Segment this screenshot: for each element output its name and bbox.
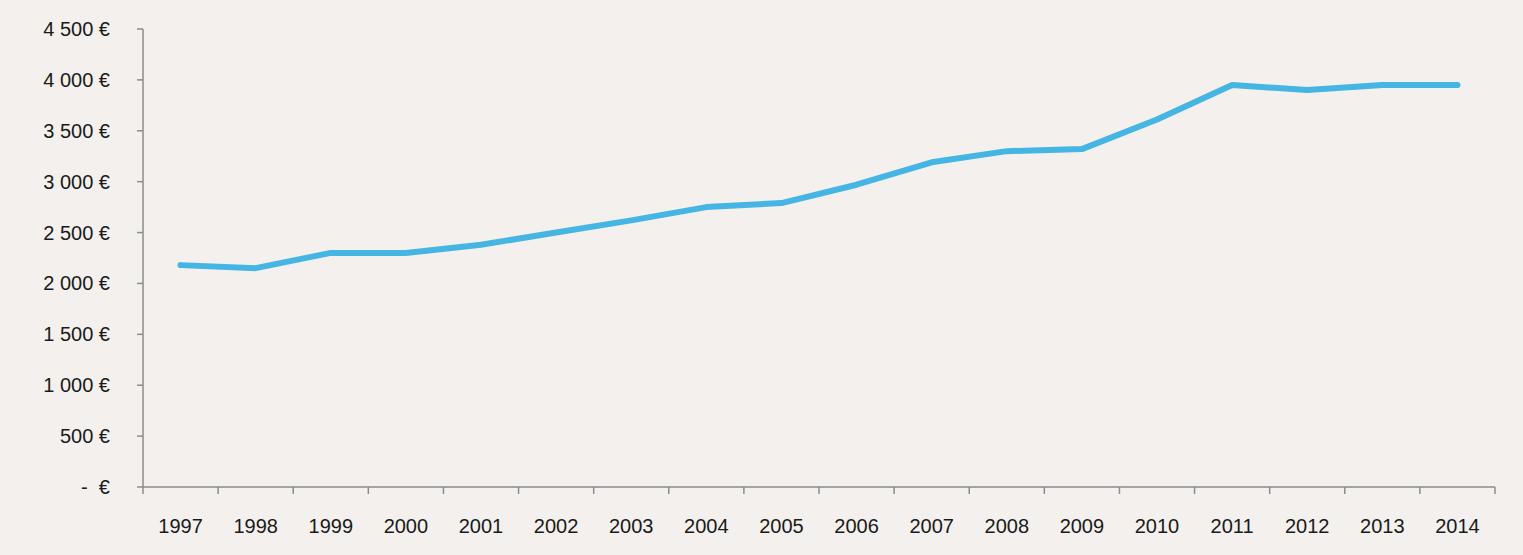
- y-tick-label: 4 000 €: [43, 69, 110, 91]
- x-tick-label: 2004: [684, 515, 729, 537]
- x-tick-label: 1997: [158, 515, 203, 537]
- y-tick-label: 3 000 €: [43, 171, 110, 193]
- x-tick-label: 2012: [1285, 515, 1330, 537]
- x-tick-label: 2002: [534, 515, 579, 537]
- x-tick: [743, 487, 745, 494]
- y-tick-label: - €: [81, 476, 110, 498]
- y-tick: [137, 232, 143, 234]
- x-tick-label: 2001: [459, 515, 504, 537]
- y-tick-label: 1 000 €: [43, 374, 110, 396]
- chart: - € 500 € 1 000 € 1 500 € 2 000 € 2 500 € 3 00…: [0, 0, 1523, 555]
- x-tick: [1419, 487, 1421, 494]
- x-tick: [1194, 487, 1196, 494]
- y-tick-label: 3 500 €: [43, 120, 110, 142]
- y-tick-label: 500 €: [60, 425, 110, 447]
- x-tick-label: 1998: [233, 515, 278, 537]
- y-tick-label: 4 500 €: [43, 18, 110, 40]
- y-tick-label: 2 500 €: [43, 222, 110, 244]
- x-tick: [1344, 487, 1346, 494]
- x-tick: [818, 487, 820, 494]
- y-tick: [137, 181, 143, 183]
- x-tick: [1494, 487, 1496, 494]
- y-tick: [137, 28, 143, 30]
- x-tick-label: 2006: [834, 515, 879, 537]
- x-tick: [1269, 487, 1271, 494]
- x-tick: [1119, 487, 1121, 494]
- x-tick: [1044, 487, 1046, 494]
- x-tick: [368, 487, 370, 494]
- x-tick-label: 2011: [1211, 515, 1254, 537]
- plot-area: [181, 85, 1458, 268]
- x-tick: [292, 487, 294, 494]
- x-tick-label: 2013: [1360, 515, 1405, 537]
- y-axis: [142, 29, 144, 487]
- y-tick: [137, 435, 143, 437]
- x-tick-label: 1999: [309, 515, 354, 537]
- x-tick-label: 2010: [1135, 515, 1180, 537]
- y-tick: [137, 130, 143, 132]
- x-tick-label: 2008: [985, 515, 1030, 537]
- y-tick: [137, 384, 143, 386]
- x-tick-label: 2009: [1060, 515, 1105, 537]
- x-tick: [217, 487, 219, 494]
- x-tick: [518, 487, 520, 494]
- y-tick: [137, 283, 143, 285]
- x-tick-label: 2007: [909, 515, 954, 537]
- y-tick-label: 1 500 €: [43, 323, 110, 345]
- y-tick-label: 2 000 €: [43, 272, 110, 294]
- x-tick: [142, 487, 144, 494]
- x-tick: [443, 487, 445, 494]
- y-tick: [137, 334, 143, 336]
- x-tick: [968, 487, 970, 494]
- y-tick: [137, 486, 143, 488]
- x-tick-label: 2014: [1435, 515, 1480, 537]
- x-tick: [893, 487, 895, 494]
- x-tick-label: 2003: [609, 515, 654, 537]
- x-tick-label: 2000: [384, 515, 429, 537]
- x-tick-label: 2005: [759, 515, 804, 537]
- x-tick: [668, 487, 670, 494]
- x-tick: [593, 487, 595, 494]
- data-line: [181, 85, 1458, 268]
- y-tick: [137, 79, 143, 81]
- background: [0, 0, 1523, 555]
